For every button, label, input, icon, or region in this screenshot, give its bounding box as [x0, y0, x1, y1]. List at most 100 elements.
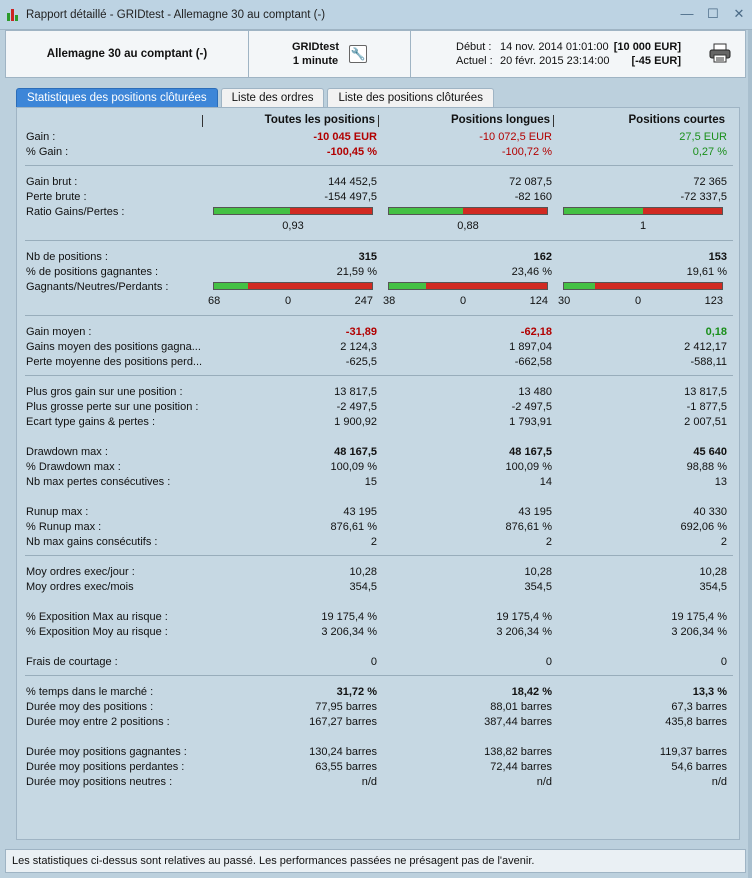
stat-row-ecart-type: Ecart type gains & pertes : 1 900,92 1 793… [17, 415, 741, 430]
stat-value: 23,46 % [511, 266, 552, 278]
minimize-icon[interactable]: — [680, 6, 694, 21]
tab-statistiques[interactable]: Statistiques des positions clôturées [16, 88, 218, 107]
stat-value: 13 817,5 [334, 386, 377, 398]
stat-label: Durée moy positions gagnantes : [26, 746, 187, 758]
column-divider [553, 115, 554, 127]
stat-value: 0 [545, 656, 552, 668]
gauge-gain-segment [214, 283, 249, 289]
dates-cell: Début : 14 nov. 2014 01:01:00 [10 000 EU… [411, 31, 745, 77]
close-icon[interactable]: ✕ [733, 6, 745, 21]
winners-count: 38 [383, 295, 396, 307]
stat-row-gains-moy-gagn: Gains moyen des positions gagna... 2 124,… [17, 340, 741, 355]
stat-value: 18,42 % [511, 686, 552, 698]
stat-label: Runup max : [26, 506, 89, 518]
stat-label: Plus grosse perte sur une position : [26, 401, 199, 413]
stat-value: -662,58 [514, 356, 552, 368]
section-divider [25, 555, 733, 556]
stat-row-duree-pos: Durée moy des positions : 77,95 barres 88,… [17, 700, 741, 715]
stat-value: 0,27 % [692, 146, 727, 158]
ratio-gauge-bar [563, 207, 723, 215]
stat-value: 1 897,04 [509, 341, 552, 353]
stat-label: Gain : [26, 131, 56, 143]
stat-label: % Drawdown max : [26, 461, 121, 473]
chart-icon [6, 8, 20, 22]
stat-value: 3 206,34 % [671, 626, 727, 638]
stat-value: 167,27 barres [309, 716, 377, 728]
stat-row-pct-gagnantes: % de positions gagnantes : 21,59 % 23,46 %… [17, 265, 741, 280]
stat-row-expo-moy: % Exposition Moy au risque : 3 206,34 % 3 … [17, 625, 741, 640]
stat-value: 144 452,5 [328, 176, 377, 188]
stat-label: Drawdown max : [26, 446, 108, 458]
title-bar: Rapport détaillé - GRIDtest - Allemagne … [0, 0, 752, 30]
stat-label: Gains moyen des positions gagna... [26, 341, 201, 353]
stat-value: -31,89 [345, 326, 377, 338]
debut-date: 14 nov. 2014 01:01:00 [500, 41, 609, 53]
gauge-loss-segment [248, 283, 372, 289]
ratio-gauge-bar [213, 282, 373, 290]
column-divider [378, 115, 379, 127]
stat-value: 0 [370, 656, 377, 668]
debut-amount: [10 000 EUR] [613, 41, 681, 53]
stat-value: 138,82 barres [484, 746, 552, 758]
stat-value: 43 195 [343, 506, 377, 518]
stat-value: 876,61 % [505, 521, 552, 533]
stat-row-frais: Frais de courtage : 0 0 0 [17, 655, 741, 670]
stat-value: 0 [720, 656, 727, 668]
stat-value: 1 793,91 [509, 416, 552, 428]
gauge-loss-segment [289, 208, 372, 214]
stat-label: Plus gros gain sur une position : [26, 386, 183, 398]
stat-label: Ratio Gains/Pertes : [26, 206, 125, 218]
stat-row-expo-max: % Exposition Max au risque : 19 175,4 % 19… [17, 610, 741, 625]
stat-row-duree-entre: Durée moy entre 2 positions : 167,27 barr… [17, 715, 741, 730]
gauge-loss-segment [594, 283, 722, 289]
timeframe: 1 minute [292, 55, 339, 67]
tab-liste-positions[interactable]: Liste des positions clôturées [327, 88, 494, 107]
stat-value: 354,5 [524, 581, 552, 593]
stat-row-plus-grosse-perte: Plus grosse perte sur une position : -2 4… [17, 400, 741, 415]
ratio-gauge-bar [213, 207, 373, 215]
losers-count: 124 [529, 295, 548, 307]
stat-value: 2 [545, 536, 552, 548]
gauge-loss-segment [643, 208, 722, 214]
stat-value: 130,24 barres [309, 746, 377, 758]
maximize-icon[interactable]: ☐ [707, 6, 719, 21]
printer-icon[interactable] [709, 43, 731, 63]
stat-value: 10,28 [699, 566, 727, 578]
stat-label: Durée moy entre 2 positions : [26, 716, 170, 728]
stat-label: Perte moyenne des positions perd... [26, 356, 203, 368]
stat-row-temps: % temps dans le marché : 31,72 % 18,42 % 13… [17, 685, 741, 700]
neutral-count: 0 [285, 295, 292, 307]
window-title: Rapport détaillé - GRIDtest - Allemagne … [26, 8, 326, 21]
stat-value: -1 877,5 [686, 401, 727, 413]
stat-value: 45 640 [693, 446, 727, 458]
disclaimer-footer: Les statistiques ci-dessus sont relative… [5, 849, 746, 873]
column-divider [202, 115, 203, 127]
stat-value: -588,11 [690, 356, 728, 368]
stat-value: 72 365 [693, 176, 727, 188]
stat-value: 72,44 barres [490, 761, 552, 773]
stat-value: 2 [370, 536, 377, 548]
stat-label: % Gain : [26, 146, 69, 158]
stat-label: Nb max pertes consécutives : [26, 476, 171, 488]
stat-label: Durée moy positions neutres : [26, 776, 173, 788]
stat-value: 14 [539, 476, 552, 488]
ratio-gauge-bar [388, 207, 548, 215]
stat-row-pct-drawdown: % Drawdown max : 100,09 % 100,09 % 98,88 % [17, 460, 741, 475]
gauge-gain-segment [214, 208, 290, 214]
stat-label: Moy ordres exec/mois [26, 581, 134, 593]
stat-value: 15 [364, 476, 377, 488]
stat-row-perte-moy-perd: Perte moyenne des positions perd... -625,… [17, 355, 741, 370]
col-header-courtes: Positions courtes [628, 114, 726, 126]
wrench-icon[interactable]: 🔧 [349, 45, 368, 63]
stat-value: 153 [708, 251, 727, 263]
gauge-gain-segment [389, 208, 464, 214]
instrument-name: Allemagne 30 au comptant (-) [6, 31, 249, 77]
col-header-longues: Positions longues [450, 114, 550, 126]
stat-value: n/d [361, 776, 377, 788]
stat-value: -10 072,5 EUR [479, 131, 552, 143]
stat-row-gain-moyen: Gain moyen : -31,89 -62,18 0,18 [17, 325, 741, 340]
gauge-loss-segment [426, 283, 547, 289]
tab-liste-ordres[interactable]: Liste des ordres [220, 88, 325, 107]
stat-value: 354,5 [349, 581, 377, 593]
stat-value: 67,3 barres [671, 701, 727, 713]
